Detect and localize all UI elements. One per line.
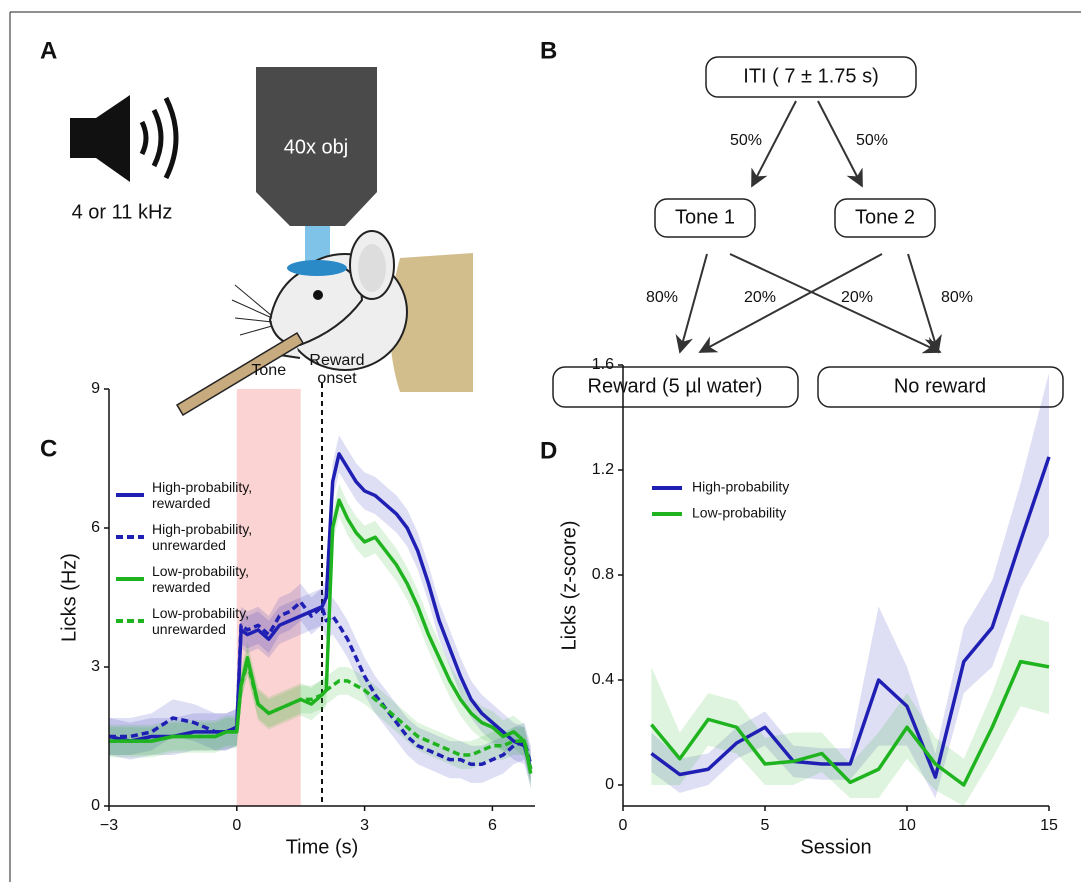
legend-entry: High-probability, unrewarded xyxy=(152,521,256,553)
error-band xyxy=(651,614,1049,806)
edge-label: 80% xyxy=(646,289,678,306)
y-tick-label: 0 xyxy=(605,776,614,793)
x-tick-label: 6 xyxy=(488,817,497,834)
edge-label: 50% xyxy=(856,132,888,149)
y-tick-label: 1.2 xyxy=(592,461,614,478)
node-label: ITI ( 7 ± 1.75 s) xyxy=(743,65,878,87)
legend-entry: Low-probability, unrewarded xyxy=(152,605,253,637)
x-axis-label: Time (s) xyxy=(286,836,359,858)
series-line xyxy=(650,456,1051,779)
sound-label: 4 or 11 kHz xyxy=(72,201,173,223)
edge-label: 50% xyxy=(730,132,762,149)
x-axis-label: Session xyxy=(800,836,871,858)
y-tick-label: 9 xyxy=(91,380,100,397)
vline-label: Reward xyxy=(309,352,364,369)
legend-entry: High-probability, rewarded xyxy=(152,479,256,511)
legend-entry: Low-probability, rewarded xyxy=(152,563,253,595)
tone-region xyxy=(236,389,301,806)
panel-label: C xyxy=(40,435,57,462)
y-tick-label: 0.8 xyxy=(592,566,614,583)
y-tick-label: 6 xyxy=(91,519,100,536)
node-label: Tone 2 xyxy=(855,206,915,228)
objective xyxy=(256,67,377,264)
x-tick-label: 15 xyxy=(1040,817,1058,834)
edge-label: 20% xyxy=(744,289,776,306)
node-label: Reward (5 µl water) xyxy=(588,375,763,397)
error-band xyxy=(109,648,531,783)
node-label: Tone 1 xyxy=(675,206,735,228)
panel-label: A xyxy=(40,37,57,64)
edge-label: 80% xyxy=(941,289,973,306)
y-tick-label: 0 xyxy=(91,797,100,814)
y-tick-label: 3 xyxy=(91,658,100,675)
vline-label: onset xyxy=(317,370,357,387)
speaker-icon xyxy=(70,95,179,182)
lick-spout xyxy=(175,331,305,417)
node-label: No reward xyxy=(894,375,986,397)
x-tick-label: 0 xyxy=(619,817,628,834)
y-tick-label: 1.6 xyxy=(592,356,614,373)
x-tick-label: 3 xyxy=(360,817,369,834)
mouse xyxy=(231,230,473,392)
region-label: Tone xyxy=(251,362,286,379)
x-tick-label: 5 xyxy=(761,817,770,834)
series-line xyxy=(650,659,1050,787)
legend-entry: High-probability xyxy=(692,479,789,495)
flow-diagram xyxy=(552,56,1064,408)
objective-label: 40x obj xyxy=(284,136,349,158)
y-axis-label: Licks (z-score) xyxy=(558,520,580,650)
y-tick-label: 0.4 xyxy=(592,671,614,688)
series-line xyxy=(109,660,533,770)
x-tick-label: 10 xyxy=(898,817,916,834)
x-tick-label: −3 xyxy=(100,817,118,834)
error-band xyxy=(651,372,1049,799)
edge-label: 20% xyxy=(841,289,873,306)
y-axis-label: Licks (Hz) xyxy=(58,553,80,642)
panel-label: D xyxy=(540,437,557,464)
error-band xyxy=(109,435,531,788)
legend-entry: Low-probability xyxy=(692,505,786,521)
panel-label: B xyxy=(540,37,557,64)
x-tick-label: 0 xyxy=(232,817,241,834)
